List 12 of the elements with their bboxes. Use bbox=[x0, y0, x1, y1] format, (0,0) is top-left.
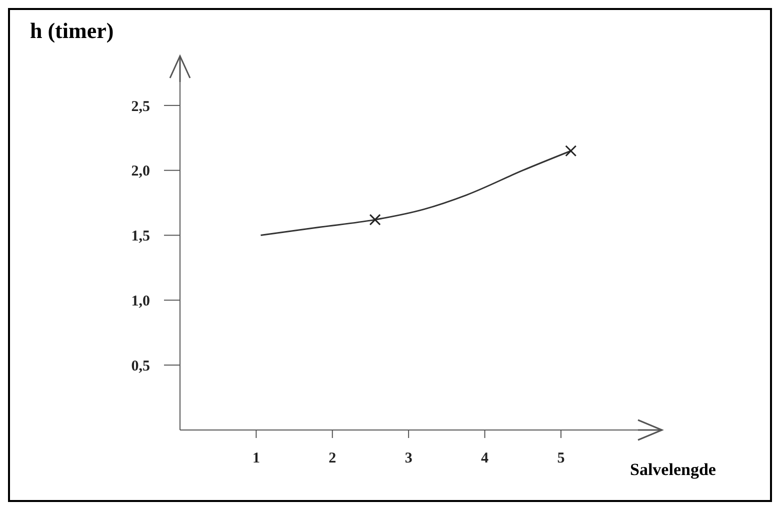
x-tick-label: 5 bbox=[557, 450, 565, 467]
x-tick-label: 2 bbox=[328, 450, 336, 467]
y-tick-label: 1,5 bbox=[131, 228, 150, 245]
x-axis-title: Salvelengde bbox=[630, 460, 716, 480]
y-tick-label: 2,5 bbox=[131, 98, 150, 115]
y-axis-title: h (timer) bbox=[30, 18, 114, 44]
x-tick-label: 1 bbox=[252, 450, 260, 467]
x-tick-label: 4 bbox=[481, 450, 490, 467]
x-tick-label: 3 bbox=[404, 450, 412, 467]
y-tick-label: 1,0 bbox=[131, 294, 150, 310]
y-tick-label: 2,0 bbox=[131, 164, 150, 180]
y-tick-label: 0,5 bbox=[131, 358, 150, 374]
